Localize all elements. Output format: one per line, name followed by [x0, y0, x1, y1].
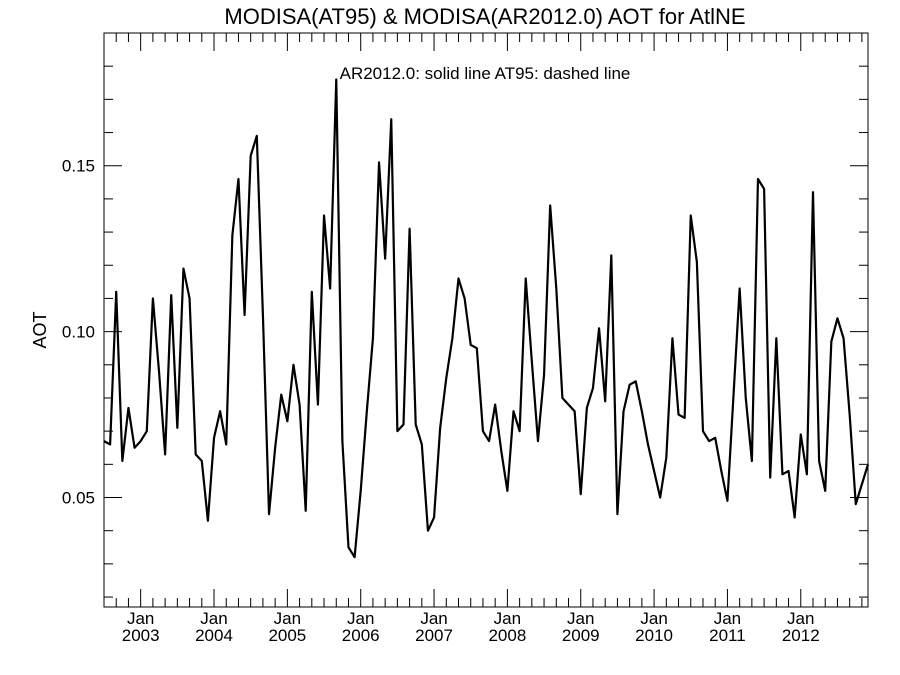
- chart-title: MODISA(AT95) & MODISA(AR2012.0) AOT for …: [224, 4, 745, 29]
- x-tick-month-label: Jan: [714, 609, 741, 628]
- x-tick-month-label: Jan: [787, 609, 814, 628]
- x-tick-year-label: 2008: [488, 626, 526, 645]
- y-tick-label: 0.10: [62, 323, 95, 342]
- x-tick-year-label: 2003: [122, 626, 160, 645]
- y-tick-label: 0.05: [62, 489, 95, 508]
- x-tick-year-label: 2009: [562, 626, 600, 645]
- x-tick-year-label: 2005: [268, 626, 306, 645]
- x-tick-year-label: 2011: [709, 626, 746, 645]
- y-axis: 0.05 0.10 0.15: [62, 32, 868, 598]
- x-tick-year-label: 2006: [342, 626, 380, 645]
- x-tick-month-label: Jan: [347, 609, 374, 628]
- plot-frame: [103, 32, 869, 608]
- x-tick-month-label: Jan: [420, 609, 447, 628]
- series-line-solid: [103, 78, 870, 559]
- x-tick-month-label: Jan: [640, 609, 667, 628]
- y-axis-label: AOT: [30, 311, 50, 348]
- x-tick-year-label: 2012: [782, 626, 820, 645]
- y-tick-label: 0.15: [62, 157, 95, 176]
- x-tick-month-label: Jan: [567, 609, 594, 628]
- x-axis: Jan2003Jan2004Jan2005Jan2006Jan2007Jan20…: [103, 33, 863, 645]
- x-tick-month-label: Jan: [274, 609, 301, 628]
- x-tick-month-label: Jan: [200, 609, 227, 628]
- line-style-annotation: AR2012.0: solid line AT95: dashed line: [340, 64, 631, 83]
- x-tick-month-label: Jan: [127, 609, 154, 628]
- x-tick-year-label: 2007: [415, 626, 453, 645]
- x-tick-month-label: Jan: [494, 609, 521, 628]
- x-tick-year-label: 2010: [635, 626, 673, 645]
- x-tick-year-label: 2004: [195, 626, 233, 645]
- series-layer: [103, 78, 870, 559]
